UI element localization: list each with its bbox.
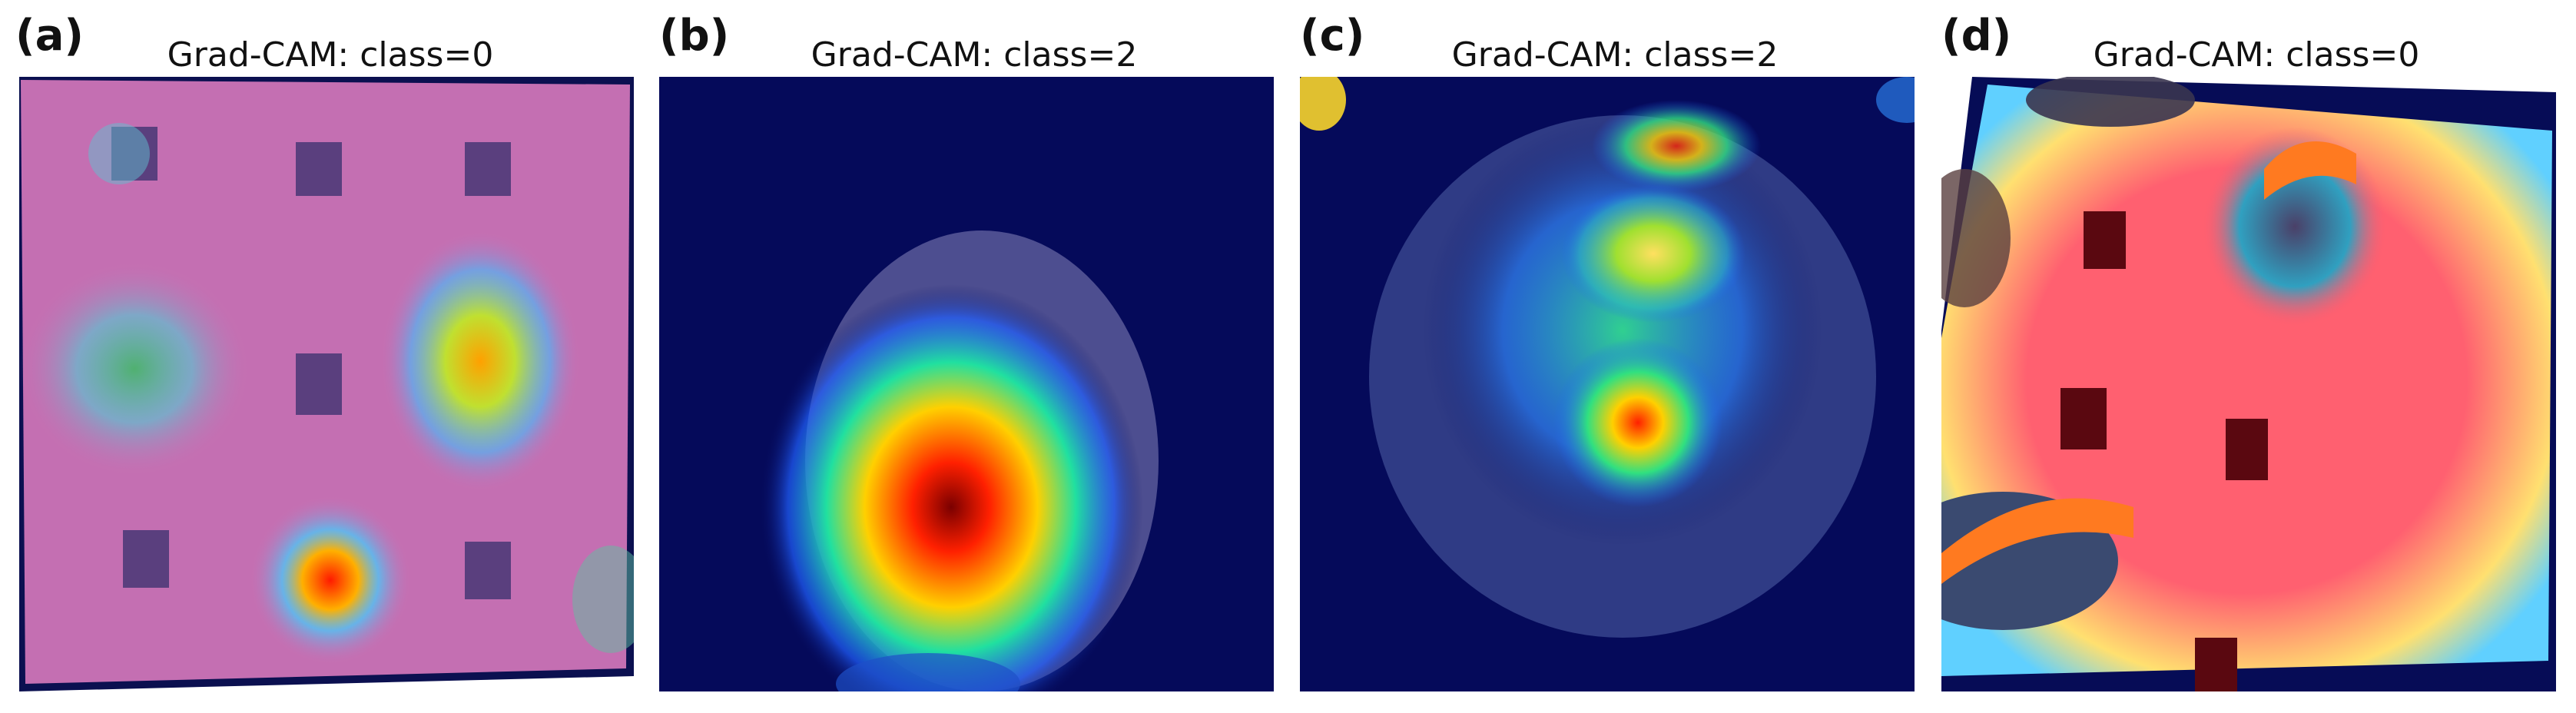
- panel-c: (c) Grad-CAM: class=2: [1300, 0, 1930, 713]
- panel-d: (d) Grad-CAM: class=0: [1941, 0, 2571, 713]
- gradcam-image-b: [659, 77, 1274, 691]
- gradcam-image-c: [1300, 77, 1915, 691]
- gradcam-heatmap-c: [1300, 77, 1915, 691]
- gradcam-image-a: [19, 77, 634, 691]
- panel-label: (c): [1300, 11, 1365, 61]
- panel-label: (a): [15, 11, 84, 61]
- panel-label: (b): [659, 11, 730, 61]
- gradcam-image-d: [1941, 77, 2556, 691]
- panel-b: (b) Grad-CAM: class=2: [659, 0, 1289, 713]
- panel-title: Grad-CAM: class=0: [167, 35, 494, 75]
- panel-a: (a) Grad-CAM: class=0: [15, 0, 645, 713]
- gradcam-heatmap-b: [659, 77, 1274, 691]
- gradcam-heatmap-a: [19, 77, 634, 691]
- panel-title: Grad-CAM: class=2: [811, 35, 1138, 75]
- panel-label: (d): [1941, 11, 2012, 61]
- panel-title: Grad-CAM: class=0: [2093, 35, 2420, 75]
- gradcam-heatmap-d: [1941, 77, 2556, 691]
- panel-title: Grad-CAM: class=2: [1451, 35, 1779, 75]
